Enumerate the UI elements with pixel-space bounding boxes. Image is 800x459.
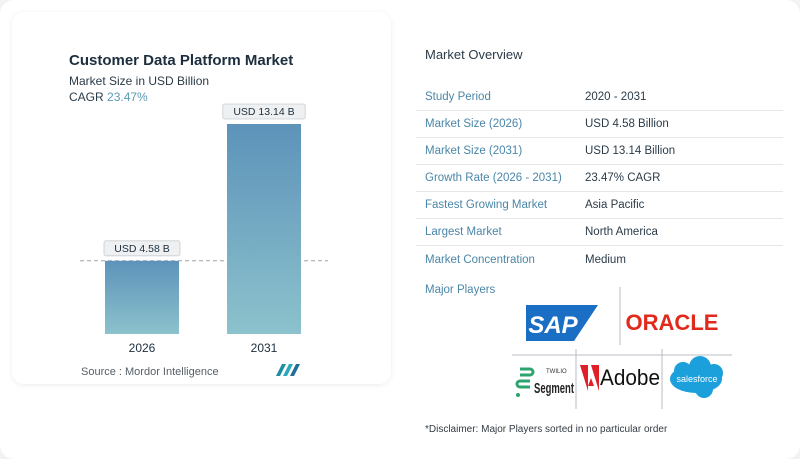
disclaimer-text: *Disclaimer: Major Players sorted in no … <box>425 424 668 435</box>
x-tick-label: 2026 <box>129 341 156 355</box>
row-value: 2020 - 2031 <box>585 91 647 103</box>
row-label: Market Size (2031) <box>425 145 523 157</box>
bar-chart: USD 4.58 B 2026 USD 13.14 B 2031 <box>80 103 328 355</box>
sap-logo-icon: SAP <box>526 305 598 341</box>
data-label: USD 13.14 B <box>233 106 294 118</box>
twilio-small-text: TWILIO <box>546 369 567 375</box>
overview-row: Largest Market North America <box>416 219 783 246</box>
overview-row: Market Concentration Medium <box>416 246 783 273</box>
cagr-label: CAGR <box>69 90 104 104</box>
chart-cagr: CAGR 23.47% <box>69 90 148 104</box>
row-value: Medium <box>585 253 626 266</box>
row-value: 23.47% CAGR <box>585 172 661 184</box>
cagr-value: 23.47% <box>107 90 148 104</box>
source-text: Source : Mordor Intelligence <box>81 366 219 378</box>
row-value: North America <box>585 226 658 238</box>
overview-row: Study Period 2020 - 2031 <box>416 84 783 111</box>
row-label: Market Size (2026) <box>425 118 523 130</box>
major-players-logos: SAP ORACLE TWILIO Segment Adobe salesfor… <box>512 287 732 409</box>
overview-row: Growth Rate (2026 - 2031) 23.47% CAGR <box>416 165 783 192</box>
salesforce-logo-text: salesforce <box>676 374 717 384</box>
segment-logo-text: Segment <box>534 380 574 397</box>
data-label-box <box>103 240 181 257</box>
x-tick-label: 2031 <box>251 341 278 355</box>
segment-logo-icon <box>515 367 535 397</box>
row-label: Study Period <box>425 91 491 103</box>
adobe-logo-text: Adobe <box>600 365 660 390</box>
chart-title: Customer Data Platform Market <box>69 52 294 69</box>
row-label: Fastest Growing Market <box>425 199 548 211</box>
salesforce-logo-icon <box>670 356 723 398</box>
adobe-logo-icon <box>580 365 599 391</box>
oracle-logo-text: ORACLE <box>626 310 719 335</box>
data-label-box <box>222 103 306 120</box>
bar-2026 <box>105 260 179 334</box>
market-overview-title: Market Overview <box>425 47 523 62</box>
overview-row: Market Size (2026) USD 4.58 Billion <box>416 111 783 138</box>
row-value: USD 4.58 Billion <box>585 118 669 130</box>
sap-logo-text: SAP <box>528 312 578 339</box>
overview-table: Study Period 2020 - 2031 Market Size (20… <box>416 84 783 273</box>
row-label: Growth Rate (2026 - 2031) <box>425 172 562 184</box>
bar-2031 <box>227 124 301 334</box>
mordor-intelligence-logo-icon <box>276 364 300 376</box>
row-value: Asia Pacific <box>585 199 645 211</box>
chart-subtitle: Market Size in USD Billion <box>69 74 210 88</box>
data-label: USD 4.58 B <box>114 243 169 255</box>
chart-card <box>12 12 391 384</box>
overview-row: Fastest Growing Market Asia Pacific <box>416 192 783 219</box>
major-players-label: Major Players <box>425 284 496 296</box>
overview-row: Market Size (2031) USD 13.14 Billion <box>416 138 783 165</box>
row-value: USD 13.14 Billion <box>585 145 676 157</box>
row-label: Market Concentration <box>425 253 535 266</box>
row-label: Largest Market <box>425 226 502 238</box>
